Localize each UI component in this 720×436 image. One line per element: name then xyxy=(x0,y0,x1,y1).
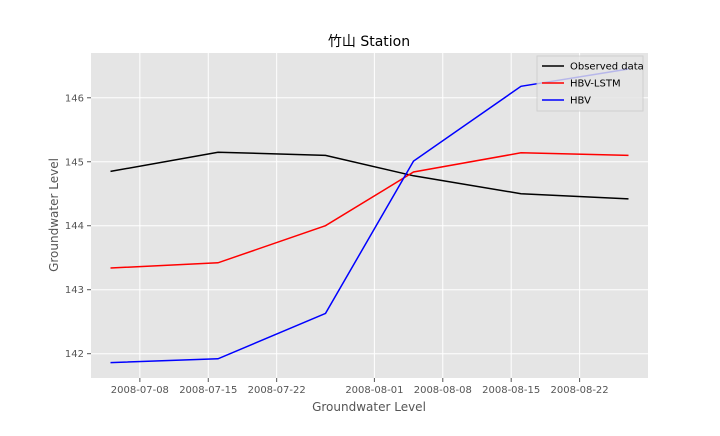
series-line xyxy=(110,152,629,269)
x-tick-label: 2008-08-22 xyxy=(551,385,609,396)
grid-lines xyxy=(91,53,648,378)
y-tick-label: 142 xyxy=(65,349,84,360)
x-tick-label: 2008-08-08 xyxy=(414,385,472,396)
y-tick-label: 143 xyxy=(65,285,84,296)
y-tick-label: 144 xyxy=(65,221,84,232)
legend-label: Observed data xyxy=(570,62,644,73)
x-tick-label: 2008-07-08 xyxy=(111,385,169,396)
x-tick-label: 2008-08-01 xyxy=(345,385,403,396)
x-axis-ticks: 2008-07-08 2008-07-15 2008-07-22 2008-08-01… xyxy=(111,378,609,396)
x-tick-label: 2008-07-15 xyxy=(179,385,237,396)
x-axis-label: Groundwater Level xyxy=(312,400,426,414)
series-line xyxy=(110,151,629,200)
chart-title: 竹山 Station xyxy=(328,34,410,50)
x-tick-label: 2008-07-22 xyxy=(248,385,306,396)
legend-label: HBV xyxy=(570,96,591,107)
y-axis-label: Groundwater Level xyxy=(47,158,61,272)
legend-label: HBV-LSTM xyxy=(570,79,621,90)
y-axis-ticks: 142 143 144 145 146 xyxy=(65,93,91,360)
x-tick-label: 2008-08-15 xyxy=(482,385,540,396)
y-tick-label: 145 xyxy=(65,157,84,168)
legend: Observed data HBV-LSTM HBV xyxy=(536,55,644,112)
y-tick-label: 146 xyxy=(65,93,84,104)
